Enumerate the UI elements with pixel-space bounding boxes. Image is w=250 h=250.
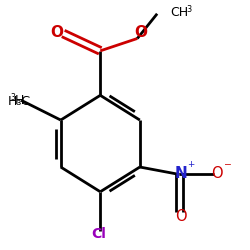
Text: 3: 3 bbox=[10, 92, 15, 102]
Text: CH: CH bbox=[171, 6, 189, 19]
Text: O: O bbox=[134, 25, 147, 40]
Text: +: + bbox=[187, 160, 194, 169]
Text: H₃C: H₃C bbox=[8, 95, 31, 108]
Text: O: O bbox=[211, 166, 222, 181]
Text: N: N bbox=[174, 166, 187, 182]
Text: O: O bbox=[175, 209, 186, 224]
Text: −: − bbox=[224, 159, 232, 168]
Text: 3: 3 bbox=[186, 5, 192, 14]
Text: Cl: Cl bbox=[92, 227, 106, 241]
Text: H: H bbox=[15, 94, 24, 107]
Text: O: O bbox=[50, 25, 64, 40]
